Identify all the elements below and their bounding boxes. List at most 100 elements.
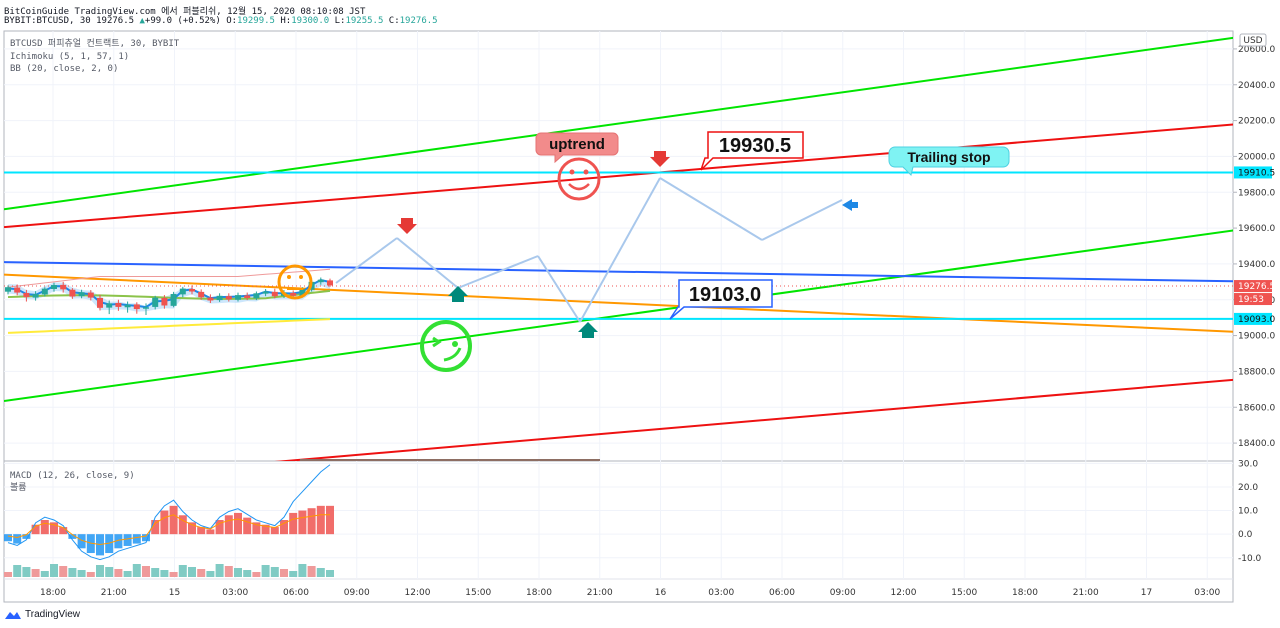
macd-histogram-bar <box>40 520 49 535</box>
volume-bar <box>289 571 298 577</box>
x-tick-label: 17 <box>1141 588 1152 598</box>
horizontal-levels <box>4 171 1233 320</box>
candle-body <box>115 302 122 307</box>
volume-bar <box>280 569 288 577</box>
y-tick-label: 19800.0 <box>1238 188 1275 198</box>
tradingview-logo[interactable]: TradingView <box>4 609 80 620</box>
y-tick-label: 18600.0 <box>1238 403 1275 413</box>
macd-histogram-bar <box>50 522 58 535</box>
volume-bar <box>13 565 22 577</box>
candle-body <box>216 295 223 301</box>
candle-body <box>161 297 168 306</box>
candle-body <box>170 294 177 306</box>
y-tick-label: 18400.0 <box>1238 439 1275 449</box>
macd-tick-label: 0.0 <box>1238 530 1253 540</box>
macd-histogram-bar <box>169 505 178 535</box>
x-tick-label: 03:00 <box>708 588 734 598</box>
volume-bar <box>114 569 123 577</box>
macd-tick-label: 20.0 <box>1238 483 1258 493</box>
x-tick-label: 18:00 <box>1012 588 1038 598</box>
volume-bar <box>160 570 169 577</box>
projection-arrow-segment <box>335 237 398 284</box>
high-target-callout-text: 19930.5 <box>719 135 791 157</box>
candle-body <box>317 279 324 283</box>
macd-tick-label: 10.0 <box>1238 507 1258 517</box>
smiley-face-eye <box>569 169 575 175</box>
volume-bar <box>261 565 270 577</box>
candle-body <box>244 295 251 298</box>
trend-line-4 <box>274 378 1233 461</box>
volume-bar <box>243 570 252 577</box>
macd-histogram-bar <box>68 534 77 539</box>
macd-histogram-bar <box>280 520 288 535</box>
macd-histogram-bar <box>197 527 206 535</box>
projection-arrow-segment <box>396 237 459 289</box>
volume-bar <box>151 568 160 577</box>
green-face-eye <box>452 341 458 347</box>
trailing-marker <box>842 199 858 211</box>
neutral-face-eye <box>299 275 303 279</box>
y-tick-label: 20000.0 <box>1238 152 1275 162</box>
projection-arrow-segment <box>659 177 763 241</box>
price-axis: 20600.0 20400.0 20200.0 20000.0 19800.0 19600… <box>1233 45 1275 449</box>
volume-bar <box>132 564 141 577</box>
signal-markers <box>397 151 858 338</box>
volume-bar <box>50 564 58 577</box>
ichimoku-cloud-area <box>8 281 330 312</box>
x-tick-label: 12:00 <box>891 588 917 598</box>
x-tick-label: 15 <box>169 588 180 598</box>
macd-histogram-bar <box>261 524 270 535</box>
candle-body <box>87 292 94 298</box>
sell-marker-2 <box>650 151 670 167</box>
uptrend-callout-text: uptrend <box>549 136 605 153</box>
volume-bar <box>316 568 325 577</box>
tradingview-icon <box>5 611 21 619</box>
candle-body <box>262 291 269 294</box>
macd-tick-label: -10.0 <box>1238 554 1262 564</box>
macd-histogram-bar <box>270 527 279 535</box>
candle-body <box>271 291 278 297</box>
bb-lower-line <box>7 318 331 334</box>
volume-bar <box>68 568 77 577</box>
low-label: L: <box>334 16 346 26</box>
legend-ichimoku: Ichimoku (5, 1, 57, 1) <box>10 52 129 62</box>
last-price-label-bg <box>1234 280 1272 293</box>
x-tick-label: 15:00 <box>951 588 977 598</box>
trend-line-5 <box>4 261 1233 283</box>
candle-body <box>97 297 103 308</box>
candle-body <box>207 297 214 301</box>
volume-bar <box>22 567 31 577</box>
macd-histogram-bar <box>289 512 298 535</box>
green-face-mouth <box>443 347 462 362</box>
neutral-face-eye <box>287 275 291 279</box>
y-tick-label: 19400.0 <box>1238 260 1275 270</box>
x-tick-label: 12:00 <box>405 588 431 598</box>
volume-bar <box>4 572 12 577</box>
macd-histogram-bar <box>77 534 86 549</box>
low-target-callout-text: 19103.0 <box>689 284 761 306</box>
x-tick-label: 06:00 <box>283 588 309 598</box>
volume-bar <box>326 570 334 577</box>
volume-bar <box>307 566 316 577</box>
volume-bar <box>40 571 49 577</box>
smiley-face-icon <box>557 157 601 201</box>
volume-bar <box>298 564 307 577</box>
neutral-face-icon <box>277 264 313 300</box>
candle-body <box>41 288 48 295</box>
projection-arrow-segment <box>579 177 661 323</box>
volume-bar <box>123 571 132 577</box>
x-tick-label: 06:00 <box>769 588 795 598</box>
high-label: H: <box>280 16 292 26</box>
x-tick-label: 21:00 <box>101 588 127 598</box>
high-value: 19300.0 <box>291 16 330 26</box>
green-face-eye <box>432 336 442 348</box>
upper-level-label: 19910.5 <box>1238 168 1275 178</box>
volume-bar <box>206 571 215 577</box>
macd-axis: 30.0 20.0 10.0 0.0 -10.0 <box>1238 459 1262 563</box>
macd-pane <box>4 464 334 577</box>
trend-line-2 <box>4 229 1233 402</box>
macd-histogram-bar <box>178 515 187 535</box>
projection-arrow-segment <box>761 199 843 241</box>
close-value: 19276.5 <box>399 16 438 26</box>
